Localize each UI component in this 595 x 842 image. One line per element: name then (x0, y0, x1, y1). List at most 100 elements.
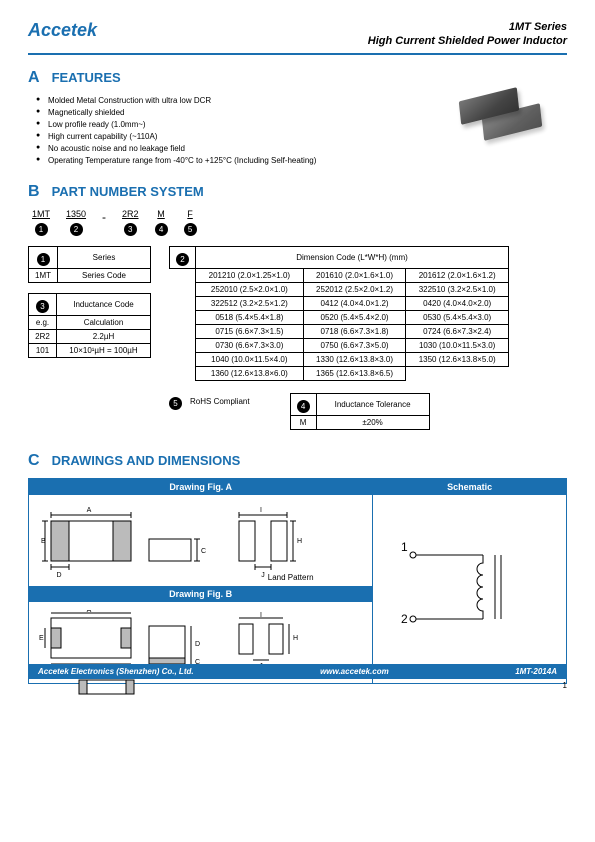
page-number: 1 (28, 681, 567, 690)
pn-circle: 5 (184, 223, 197, 236)
table-circle: 4 (297, 400, 310, 413)
rohs-circle: 5 (169, 397, 182, 410)
dim-label: H (293, 635, 298, 642)
table-cell: 0730 (6.6×7.3×3.0) (196, 338, 304, 352)
brand-text: Accetek (28, 20, 97, 41)
right-tables: 2 Dimension Code (L*W*H) (mm) 201210 (2.… (169, 246, 509, 430)
dim-label: C (201, 548, 206, 555)
dim-label: J (261, 572, 265, 579)
table-cell: 1360 (12.6×13.8×6.0) (196, 366, 304, 380)
dim-label: D (195, 641, 200, 648)
table-cell: 0530 (5.4×5.4×3.0) (406, 310, 509, 324)
pn-item-4: M 4 (155, 209, 168, 236)
tables-container: 1 Series 1MT Series Code 3 Inductance Co… (28, 246, 567, 430)
section-c-heading: C DRAWINGS AND DIMENSIONS (28, 452, 567, 470)
series-table: 1 Series 1MT Series Code (28, 246, 151, 283)
page-header: Accetek 1MT Series High Current Shielded… (28, 20, 567, 55)
table-cell: 0420 (4.0×4.0×2.0) (406, 296, 509, 310)
table-cell (406, 366, 509, 380)
pn-circle: 1 (35, 223, 48, 236)
series-desc: High Current Shielded Power Inductor (368, 34, 567, 48)
table-cell: 101 (29, 343, 57, 357)
series-title: 1MT Series High Current Shielded Power I… (368, 20, 567, 49)
pn-code: M (155, 209, 168, 219)
table-cell: 322510 (3.2×2.5×1.0) (406, 282, 509, 296)
section-a-heading: A FEATURES (28, 69, 567, 87)
table-circle: 1 (37, 253, 50, 266)
feature-item: No acoustic noise and no leakage field (36, 143, 567, 155)
pn-code: 2R2 (122, 209, 139, 219)
dim-label: H (297, 538, 302, 545)
pin-label: 2 (401, 612, 408, 626)
pn-circle: 4 (155, 223, 168, 236)
table-cell: 0718 (6.6×7.3×1.8) (303, 324, 406, 338)
pn-code: 1350 (66, 209, 86, 219)
rohs-label: RoHS Compliant (190, 397, 250, 406)
schematic-header: Schematic (373, 479, 566, 495)
pin-label: 1 (401, 540, 408, 554)
table-cell: 10×10¹µH = 100µH (56, 343, 150, 357)
dim-label: I (260, 612, 262, 619)
table-heading: Inductance Code (56, 293, 150, 315)
table-cell: 2.2µH (56, 329, 150, 343)
dim-label: D (56, 572, 61, 579)
section-c-letter: C (28, 452, 40, 470)
table-cell: 1MT (29, 268, 58, 282)
left-tables: 1 Series 1MT Series Code 3 Inductance Co… (28, 246, 151, 358)
table-cell: 1030 (10.0×11.5×3.0) (406, 338, 509, 352)
table-cell: Calculation (56, 315, 150, 329)
dim-label: A (87, 507, 92, 514)
table-cell: 0724 (6.6×7.3×2.4) (406, 324, 509, 338)
footer-doc: 1MT-2014A (515, 667, 557, 676)
table-circle: 3 (36, 300, 49, 313)
section-b-letter: B (28, 183, 40, 201)
section-b-title: PART NUMBER SYSTEM (52, 184, 204, 199)
pn-circle: 3 (124, 223, 137, 236)
table-cell: 252012 (2.5×2.0×1.2) (303, 282, 406, 296)
table-cell: ±20% (316, 415, 429, 429)
table-cell: 2R2 (29, 329, 57, 343)
dim-label: A (87, 610, 92, 614)
table-cell: 322512 (3.2×2.5×1.2) (196, 296, 304, 310)
table-cell: 1350 (12.6×13.8×5.0) (406, 352, 509, 366)
dimension-code-table: 2 Dimension Code (L*W*H) (mm) 201210 (2.… (169, 246, 509, 381)
table-heading: Dimension Code (L*W*H) (mm) (196, 246, 509, 268)
table-cell: M (290, 415, 316, 429)
dim-label: E (39, 635, 44, 642)
table-cell: Series Code (58, 268, 151, 282)
table-cell: 201610 (2.0×1.6×1.0) (303, 268, 406, 282)
table-cell: 201210 (2.0×1.25×1.0) (196, 268, 304, 282)
table-heading: Inductance Tolerance (316, 393, 429, 415)
section-b-heading: B PART NUMBER SYSTEM (28, 183, 567, 201)
tolerance-table: 4 Inductance Tolerance M ±20% (290, 393, 430, 430)
schematic-body: 1 2 (373, 495, 566, 667)
footer-url: www.accetek.com (320, 667, 389, 676)
schematic-svg: 1 2 (383, 515, 543, 645)
pn-item-1: 1MT 1 (32, 209, 50, 236)
table-cell: 0715 (6.6×7.3×1.5) (196, 324, 304, 338)
table-cell: 0520 (5.4×5.4×2.0) (303, 310, 406, 324)
pn-code: F (184, 209, 197, 219)
table-cell: e.g. (29, 315, 57, 329)
part-number-row: 1MT 1 1350 2 - 2R2 3 M 4 F 5 (32, 209, 567, 236)
feature-item: Operating Temperature range from -40°C t… (36, 155, 567, 167)
table-cell: 201612 (2.0×1.6×1.2) (406, 268, 509, 282)
pn-item-5: F 5 (184, 209, 197, 236)
footer-bar: Accetek Electronics (Shenzhen) Co., Ltd.… (28, 664, 567, 679)
table-cell: 0518 (5.4×5.4×1.8) (196, 310, 304, 324)
fig-a-svg: A B D C I H J (39, 503, 359, 583)
feature-item: Low profile ready (1.0mm~) (36, 119, 567, 131)
pn-dash: - (102, 209, 106, 224)
table-cell: 1040 (10.0×11.5×4.0) (196, 352, 304, 366)
table-cell: 0412 (4.0×4.0×1.2) (303, 296, 406, 310)
rohs-indicator: 5 RoHS Compliant (169, 393, 250, 410)
pn-item-2: 1350 2 (66, 209, 86, 236)
dim-label: I (260, 507, 262, 514)
pn-code: 1MT (32, 209, 50, 219)
fig-a-header: Drawing Fig. A (29, 479, 372, 495)
pn-item-3: 2R2 3 (122, 209, 139, 236)
fig-a-body: A B D C I H J (29, 495, 372, 586)
table-heading: Series (58, 246, 151, 268)
page-footer: Accetek Electronics (Shenzhen) Co., Ltd.… (28, 664, 567, 690)
table-cell: 1330 (12.6×13.8×3.0) (303, 352, 406, 366)
